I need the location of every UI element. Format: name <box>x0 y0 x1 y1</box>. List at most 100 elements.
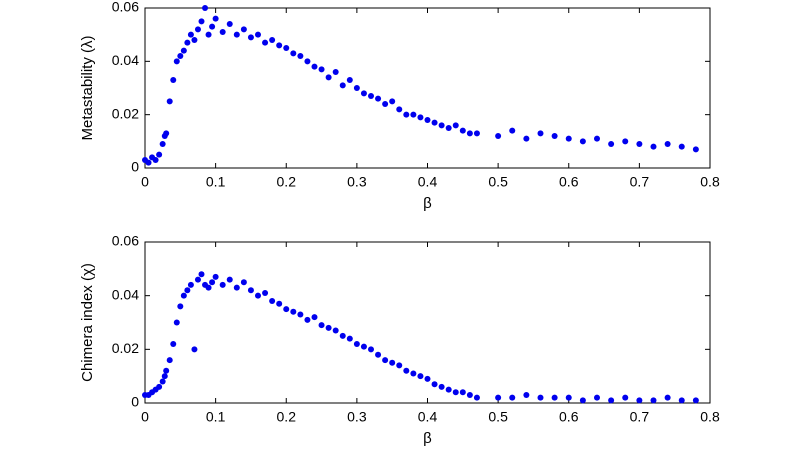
point <box>466 130 473 137</box>
point <box>431 119 438 126</box>
point <box>247 34 254 41</box>
point <box>452 122 459 129</box>
point <box>445 386 452 393</box>
point <box>417 373 424 380</box>
point <box>608 141 615 147</box>
point <box>198 18 205 25</box>
point <box>191 346 198 353</box>
x-axis-label: β <box>423 430 432 447</box>
point <box>159 378 166 385</box>
point <box>226 21 233 27</box>
point <box>410 370 417 377</box>
y-tick-label: 0.04 <box>112 286 139 302</box>
point <box>240 26 247 33</box>
point <box>325 74 332 81</box>
point <box>459 127 466 134</box>
x-tick-label: 0.5 <box>488 409 508 425</box>
point <box>389 359 396 366</box>
x-tick-label: 0.2 <box>277 409 297 425</box>
point <box>240 279 247 286</box>
point <box>304 58 311 65</box>
point <box>523 391 530 398</box>
x-tick-label: 0.8 <box>700 174 720 190</box>
point <box>145 159 152 166</box>
point <box>180 47 187 54</box>
point <box>346 335 353 342</box>
point <box>233 284 240 291</box>
point <box>565 394 572 401</box>
point <box>173 319 180 326</box>
point <box>523 135 530 142</box>
point <box>262 289 269 296</box>
point <box>262 39 269 46</box>
point <box>438 122 445 129</box>
point <box>368 346 374 353</box>
point <box>424 117 431 123</box>
point <box>180 292 187 299</box>
point <box>202 5 209 11</box>
x-tick-label: 0.2 <box>277 174 297 190</box>
x-tick-label: 0.4 <box>418 409 438 425</box>
point <box>360 90 367 97</box>
point <box>424 375 431 382</box>
point <box>205 31 212 38</box>
point <box>594 394 600 401</box>
point <box>173 58 180 65</box>
point <box>353 85 360 91</box>
point <box>692 397 699 404</box>
point <box>565 135 572 142</box>
point <box>297 311 304 318</box>
point <box>156 151 163 158</box>
point <box>304 316 311 323</box>
point <box>495 394 502 401</box>
point <box>226 276 233 283</box>
point <box>184 39 191 46</box>
x-tick-label: 0.1 <box>206 174 226 190</box>
x-axis-label: β <box>423 195 432 212</box>
point <box>212 273 219 280</box>
point <box>187 31 194 38</box>
x-tick-label: 0.6 <box>559 409 579 425</box>
point <box>332 327 339 334</box>
point <box>170 77 177 83</box>
point <box>318 322 325 329</box>
point <box>382 357 389 364</box>
point <box>166 357 173 364</box>
point <box>163 367 170 374</box>
point <box>325 324 332 331</box>
point <box>156 383 163 390</box>
subplot: 0 0.1 0.2 0.3 0.4 0.5 0.6 0.7 0.8 0 0.02 0.04 0.06 β M… <box>79 0 720 212</box>
point <box>509 127 516 134</box>
point <box>551 394 558 401</box>
point <box>332 69 339 75</box>
point <box>353 340 360 347</box>
point <box>459 389 466 396</box>
point <box>636 141 643 147</box>
y-tick-label: 0 <box>131 394 139 410</box>
y-tick-label: 0.04 <box>112 52 139 68</box>
point <box>346 77 353 83</box>
point <box>650 143 657 150</box>
point <box>177 303 184 310</box>
point <box>166 98 173 105</box>
point <box>269 298 276 305</box>
x-tick-label: 0 <box>141 409 149 425</box>
point <box>368 93 374 99</box>
point <box>664 394 671 401</box>
point <box>622 394 629 401</box>
point <box>297 53 304 59</box>
point <box>692 146 699 153</box>
point <box>431 381 438 388</box>
y-tick-label: 0.02 <box>112 340 139 356</box>
point <box>187 281 194 288</box>
point <box>396 106 403 113</box>
point <box>212 15 219 22</box>
y-axis-label: Metastability (λ) <box>79 35 96 140</box>
point <box>276 42 283 49</box>
x-tick-label: 0.7 <box>630 174 650 190</box>
point <box>466 391 473 398</box>
point <box>678 143 685 150</box>
point <box>219 281 226 288</box>
